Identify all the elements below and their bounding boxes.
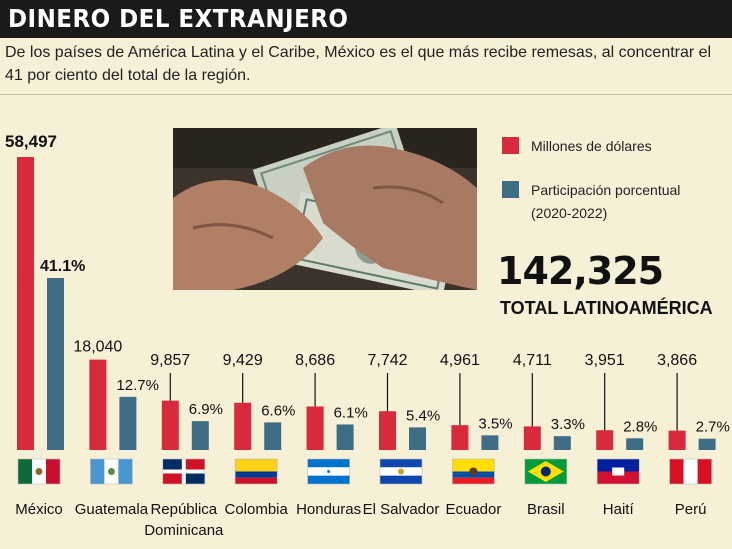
total-label: TOTAL LATINOAMÉRICA	[500, 298, 713, 318]
chart-subtitle: De los países de América Latina y el Car…	[5, 44, 712, 84]
category-label: Brasil	[527, 501, 565, 518]
category-label: República	[150, 501, 217, 518]
bar-percent	[47, 278, 64, 450]
el-salvador-flag-icon	[379, 458, 423, 485]
value-label-millions: 18,040	[73, 339, 122, 356]
category-label: Honduras	[296, 501, 361, 518]
value-label-percent: 3.5%	[478, 415, 512, 432]
bar-percent	[698, 438, 716, 450]
ecuador-flag-icon	[452, 458, 495, 485]
category-label: México	[15, 501, 63, 518]
peru-flag-icon	[669, 458, 712, 485]
value-label-percent: 5.4%	[406, 407, 440, 424]
value-label-millions: 4,961	[440, 352, 480, 369]
legend-label-participation: Participación porcentual	[531, 182, 681, 198]
value-label-percent: 3.3%	[551, 416, 585, 433]
bar-percent	[336, 424, 354, 450]
value-label-percent: 2.7%	[696, 419, 730, 436]
brazil-flag-icon	[524, 458, 568, 485]
bar-chart: 58,497 41.1% México 18,040 12.7% Guatemala 9,8…	[0, 132, 732, 549]
bar-percent	[481, 435, 499, 450]
bar-percent	[119, 396, 137, 450]
value-label-millions: 9,429	[223, 352, 263, 369]
total-value: 142,325	[497, 249, 664, 293]
guatemala-flag-icon	[90, 458, 133, 485]
divider	[0, 94, 732, 95]
category-label: Ecuador	[445, 501, 501, 518]
bar-percent	[264, 422, 282, 450]
value-label-millions: 9,857	[150, 352, 190, 369]
category-label: Perú	[675, 501, 707, 518]
legend-label-participation-period: (2020-2022)	[531, 205, 608, 221]
mexico-flag-icon	[17, 458, 61, 485]
category-label: Haití	[603, 501, 635, 518]
value-label-percent: 6.9%	[189, 401, 223, 418]
haiti-flag-icon	[596, 458, 640, 485]
bar-millions	[234, 402, 252, 450]
value-label-millions: 3,866	[657, 352, 697, 369]
value-label-millions: 7,742	[367, 352, 407, 369]
category-label: Colombia	[225, 501, 289, 518]
bar-percent	[553, 436, 571, 450]
legend-label-millions: Millones de dólares	[531, 138, 652, 154]
value-label-millions: 8,686	[295, 352, 335, 369]
value-label-percent: 6.6%	[261, 402, 295, 419]
legend-swatch-red	[502, 137, 519, 154]
bar-millions	[668, 430, 686, 450]
header-bar: DINERO DEL EXTRANJERO	[0, 0, 732, 38]
category-label: Dominicana	[144, 522, 224, 539]
value-label-percent: 6.1%	[334, 404, 368, 421]
bar-percent	[626, 438, 644, 450]
honduras-flag-icon	[307, 458, 350, 485]
bar-millions	[596, 430, 614, 450]
bar-millions	[17, 157, 34, 450]
value-label-millions: 4,711	[513, 352, 552, 369]
bar-millions	[523, 426, 541, 450]
legend-swatch-blue	[502, 181, 519, 198]
value-label-percent: 2.8%	[623, 418, 657, 435]
category-label: Guatemala	[75, 501, 149, 518]
bar-millions	[451, 425, 469, 450]
dominican-republic-flag-icon	[162, 458, 206, 485]
value-label-millions: 58,497	[5, 132, 57, 151]
bar-percent	[409, 427, 426, 450]
bar-millions	[379, 411, 396, 450]
value-label-percent: 12.7%	[116, 377, 159, 394]
bar-millions	[89, 359, 107, 450]
chart-title: DINERO DEL EXTRANJERO	[8, 4, 349, 33]
bar-millions	[306, 406, 324, 450]
value-label-percent: 41.1%	[40, 258, 85, 275]
category-label: El Salvador	[363, 501, 440, 518]
money-photo	[173, 128, 477, 290]
value-label-millions: 3,951	[585, 352, 625, 369]
bar-millions	[161, 400, 179, 450]
bar-percent	[191, 421, 209, 450]
colombia-flag-icon	[234, 458, 278, 485]
